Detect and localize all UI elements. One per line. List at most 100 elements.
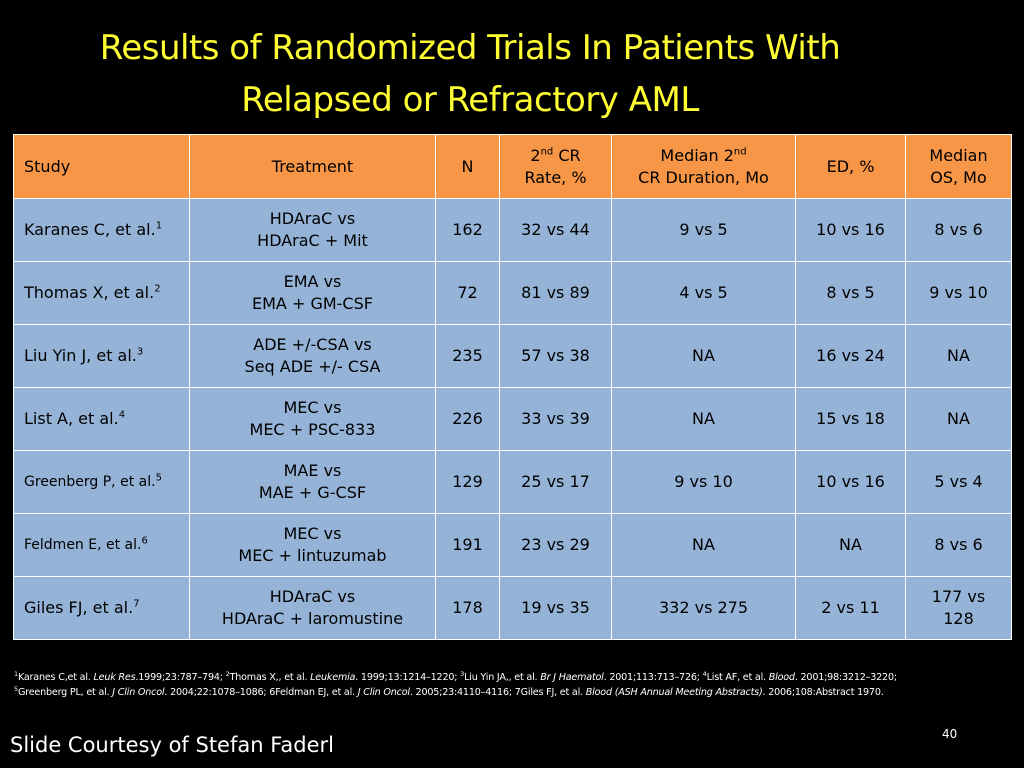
cell-treatment: HDAraC vs HDAraC + Mit [189,198,436,262]
footnote-journal: Leuk Res [93,672,136,683]
cell-median-os: 5 vs 4 [905,450,1012,514]
treatment-line-2: HDAraC + laromustine [221,609,404,628]
header-study: Study [13,134,190,199]
table-body: Karanes C, et al.1 HDAraC vs HDAraC + Mit 1… [13,198,1012,640]
cell-cr-rate: 19 vs 35 [499,576,612,640]
table-row: Giles FJ, et al.7 HDAraC vs HDAraC + larom… [13,576,1012,640]
cell-treatment: MAE vs MAE + G-CSF [189,450,436,514]
footnote-reference-number: 2 [225,669,230,678]
cell-cr-rate: 25 vs 17 [499,450,612,514]
slide-title-line-2: Relapsed or Refractory AML [241,80,699,120]
footnote-text: . 2001;98:3212–3220; [794,672,897,683]
table-row: Karanes C, et al.1 HDAraC vs HDAraC + Mit 1… [13,198,1012,262]
header-median-os: Median OS, Mo [905,134,1012,199]
study-name: Karanes C, et al. [24,220,156,239]
cell-n: 191 [435,513,500,577]
cell-study: Thomas X, et al.2 [13,261,190,325]
footnote-text: . 2004;22:1078–1086; 6Feldman EJ, et al. [164,687,358,698]
cell-treatment: ADE +/-CSA vs Seq ADE +/- CSA [189,324,436,388]
footnote-text: List AF, et al. [706,672,769,683]
footnote-reference-number: 1 [14,669,18,678]
cell-ed: 15 vs 18 [795,387,906,451]
footnote-text: Thomas X,, et al. [229,672,311,683]
cell-cr-duration: 332 vs 275 [611,576,796,640]
treatment-line-2: MEC + PSC-833 [249,420,376,439]
cell-study: Giles FJ, et al.7 [13,576,190,640]
study-reference: 6 [141,535,148,547]
table-header-row: Study Treatment N 2nd CR Rate, % Median … [13,134,1012,199]
cell-median-os: 8 vs 6 [905,513,1012,577]
treatment-line-2: MEC + lintuzumab [238,546,387,565]
footnote-text: Karanes C,et al. [17,672,94,683]
table-row: Feldmen E, et al.6 MEC vs MEC + lintuzumab… [13,513,1012,577]
cell-treatment: EMA vs EMA + GM-CSF [189,261,436,325]
cell-median-os: 9 vs 10 [905,261,1012,325]
cell-cr-duration: NA [611,324,796,388]
cell-ed: 16 vs 24 [795,324,906,388]
treatment-line-1: MAE vs [283,461,342,480]
table-row: Greenberg P, et al.5 MAE vs MAE + G-CSF 129… [13,450,1012,514]
slide-number: 40 [942,727,958,741]
median-os-line-1: 8 vs 6 [934,535,983,554]
slide-title-line-1: Results of Randomized Trials In Patients… [99,28,841,68]
footnote-text: . 2006;108:Abstract 1970. [762,687,884,698]
cell-study: Liu Yin J, et al.3 [13,324,190,388]
header-median-os-line-1: Median [929,145,988,165]
footnote-journal: Blood (ASH Annual Meeting Abstracts) [585,687,763,698]
cell-study: List A, et al.4 [13,387,190,451]
footnote-journal: Br J Haematol [540,672,604,683]
footnote-reference-number: 4 [702,669,707,678]
study-name: Greenberg P, et al. [24,474,156,490]
cell-n: 178 [435,576,500,640]
cell-n: 235 [435,324,500,388]
study-name: Giles FJ, et al. [24,598,134,617]
treatment-line-2: HDAraC + Mit [257,231,368,250]
median-os-line-1: 8 vs 6 [934,220,983,239]
footnote-text: Liu Yin JA,, et al. [464,672,541,683]
footnote-journal: J Clin Oncol [357,687,410,698]
cell-study: Feldmen E, et al.6 [13,513,190,577]
study-name: List A, et al. [24,409,119,428]
treatment-line-1: MEC vs [283,524,342,543]
cell-cr-duration: 9 vs 5 [611,198,796,262]
study-reference: 1 [155,220,163,232]
treatment-line-2: Seq ADE +/- CSA [244,357,381,376]
header-median-os-line-2: OS, Mo [930,167,987,187]
study-name: Thomas X, et al. [24,283,155,302]
header-n: N [435,134,500,199]
cell-study: Greenberg P, et al.5 [13,450,190,514]
header-cr-duration-line-2: CR Duration, Mo [638,167,769,187]
header-cr-rate-cr: CR [553,145,581,165]
study-reference: 7 [133,598,140,610]
cell-median-os: 8 vs 6 [905,198,1012,262]
header-cr-rate-sup: nd [540,146,554,158]
header-cr-rate: 2nd CR Rate, % [499,134,612,199]
median-os-line-1: 177 vs [931,587,986,606]
footnote-text: . 2005;23:4110–4116; 7Giles FJ, et al. [409,687,586,698]
cell-median-os: NA [905,324,1012,388]
study-reference: 4 [118,409,126,421]
median-os-line-2: 128 [943,609,974,628]
footnote-text: . 1999;13:1214–1220; [355,672,461,683]
study-reference: 2 [154,283,161,295]
treatment-line-1: EMA vs [283,272,342,291]
header-treatment: Treatment [189,134,436,199]
cell-treatment: HDAraC vs HDAraC + laromustine [189,576,436,640]
slide-courtesy: Slide Courtesy of Stefan Faderl [10,733,334,757]
footnote-text: . 2001;113:713–726; [603,672,703,683]
header-ed: ED, % [795,134,906,199]
cell-cr-duration: NA [611,387,796,451]
study-name: Liu Yin J, et al. [24,346,137,365]
treatment-line-1: HDAraC vs [269,209,356,228]
table-row: Liu Yin J, et al.3 ADE +/-CSA vs Seq ADE +… [13,324,1012,388]
cell-n: 162 [435,198,500,262]
cell-ed: 10 vs 16 [795,450,906,514]
study-reference: 5 [155,472,162,484]
cell-n: 72 [435,261,500,325]
cell-study: Karanes C, et al.1 [13,198,190,262]
header-cr-duration-pre: Median 2 [660,145,734,165]
cell-treatment: MEC vs MEC + PSC-833 [189,387,436,451]
cell-n: 226 [435,387,500,451]
cell-cr-rate: 32 vs 44 [499,198,612,262]
